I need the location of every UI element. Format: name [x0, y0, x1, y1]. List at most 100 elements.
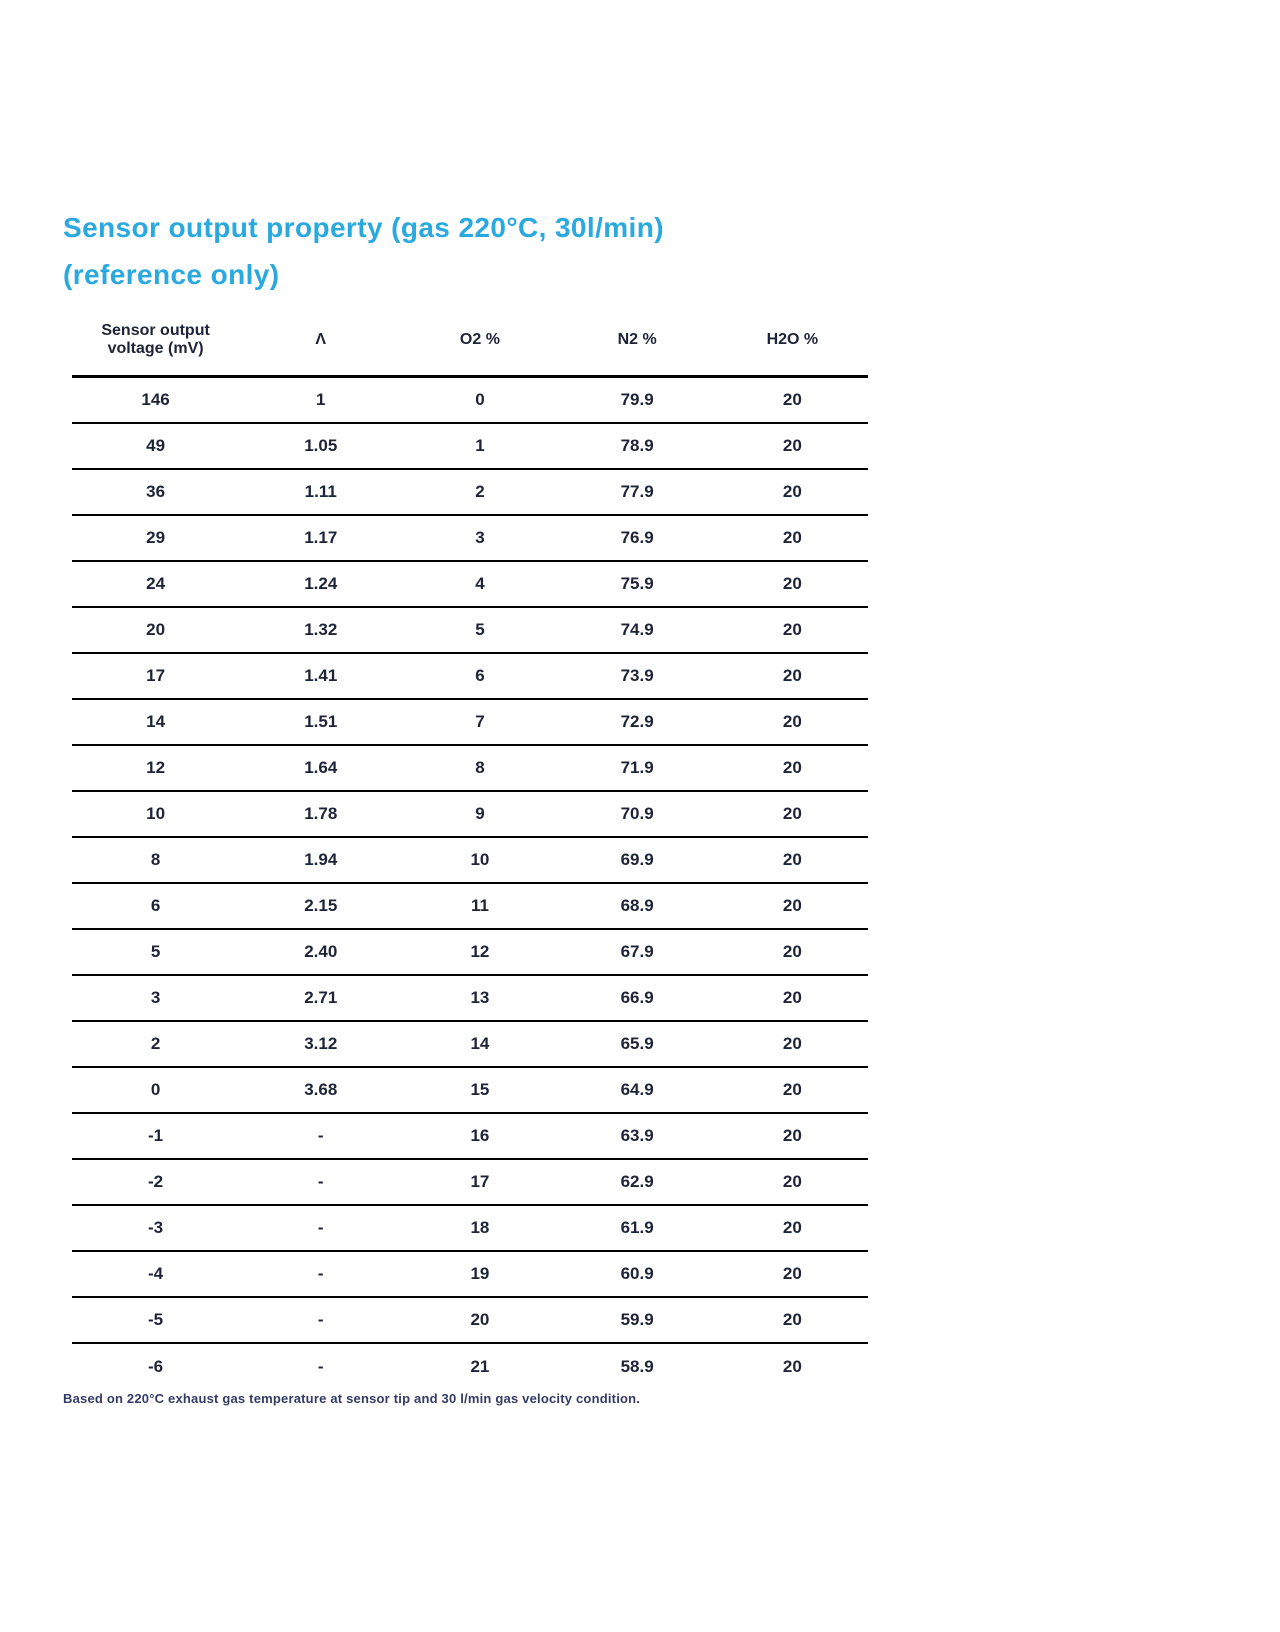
table-cell: 14 — [470, 1034, 490, 1053]
table-cell: 1.41 — [304, 666, 338, 685]
table-cell: -6 — [148, 1357, 164, 1376]
table-cell: 10 — [470, 850, 490, 869]
table-cell: 8 — [150, 850, 161, 869]
table-row: 10 1.78 9 70.9 20 — [72, 792, 868, 838]
table-row: 24 1.24 4 75.9 20 — [72, 562, 868, 608]
table-cell: 13 — [470, 988, 490, 1007]
table-cell: 9 — [475, 804, 485, 823]
table-cell: 0 — [150, 1080, 161, 1099]
table-cell: 1.17 — [304, 528, 338, 547]
table-cell: 18 — [470, 1218, 490, 1237]
table-cell: 73.9 — [620, 666, 654, 685]
table-cell: 14 — [146, 712, 166, 731]
table-cell: 2.15 — [304, 896, 338, 915]
table-cell: 21 — [470, 1357, 490, 1376]
table-cell: 20 — [782, 574, 802, 593]
table-row: 12 1.64 8 71.9 20 — [72, 746, 868, 792]
table-cell: 67.9 — [620, 942, 654, 961]
table-cell: 20 — [782, 1080, 802, 1099]
table-row: -6 - 21 58.9 20 — [72, 1344, 868, 1390]
table-row: 49 1.05 1 78.9 20 — [72, 424, 868, 470]
table-cell: 17 — [470, 1172, 490, 1191]
table-cell: 20 — [782, 1172, 802, 1191]
table-cell: 20 — [782, 712, 802, 731]
table-row: 29 1.17 3 76.9 20 — [72, 516, 868, 562]
table-cell: 65.9 — [620, 1034, 654, 1053]
table-header-row: Sensor output voltage (mV) Λ O2 % N2 % H2O % — [72, 305, 868, 375]
table-cell: 20 — [782, 988, 802, 1007]
table-cell: 11 — [470, 896, 489, 915]
table-cell: 75.9 — [620, 574, 654, 593]
table-cell: 3.68 — [304, 1080, 338, 1099]
table-cell: 4 — [475, 574, 485, 593]
table-cell: 1.11 — [304, 482, 337, 501]
header-cell: N2 % — [617, 331, 657, 348]
table-row: -2 - 17 62.9 20 — [72, 1160, 868, 1206]
table-footnote: Based on 220°C exhaust gas temperature a… — [63, 1391, 641, 1406]
table-cell: 64.9 — [620, 1080, 654, 1099]
table-row: -1 - 16 63.9 20 — [72, 1114, 868, 1160]
page-title: Sensor output property (gas 220°C, 30l/m… — [63, 211, 664, 292]
table-cell: 1 — [475, 436, 485, 455]
table-cell: 3.12 — [304, 1034, 338, 1053]
table-cell: 1 — [316, 390, 326, 409]
table-cell: 58.9 — [620, 1357, 654, 1376]
sensor-output-table: Sensor output voltage (mV) Λ O2 % N2 % H2O %… — [72, 305, 868, 1390]
table-cell: 49 — [146, 436, 166, 455]
table-cell: 76.9 — [620, 528, 654, 547]
table-cell: 62.9 — [620, 1172, 654, 1191]
table-cell: 1.94 — [304, 850, 338, 869]
table-cell: 70.9 — [620, 804, 654, 823]
table-cell: 12 — [146, 758, 166, 777]
table-cell: 5 — [150, 942, 161, 961]
header-cell: Λ — [315, 331, 327, 348]
table-cell: 20 — [782, 804, 802, 823]
table-cell: 146 — [141, 390, 170, 409]
table-cell: 78.9 — [620, 436, 654, 455]
table-cell: 60.9 — [620, 1264, 654, 1283]
table-cell: 20 — [782, 1264, 802, 1283]
table-cell: 2.40 — [304, 942, 338, 961]
table-cell: 1.05 — [304, 436, 338, 455]
table-cell: 8 — [475, 758, 485, 777]
table-cell: 20 — [782, 1034, 802, 1053]
table-cell: 20 — [782, 758, 802, 777]
table-cell: - — [317, 1126, 324, 1145]
table-cell: 72.9 — [620, 712, 654, 731]
table-cell: 69.9 — [620, 850, 654, 869]
table-cell: 24 — [146, 574, 166, 593]
table-cell: 20 — [782, 942, 802, 961]
header-cell: O2 % — [459, 331, 500, 348]
table-row: 6 2.15 11 68.9 20 — [72, 884, 868, 930]
table-cell: 36 — [146, 482, 166, 501]
table-cell: -4 — [148, 1264, 164, 1283]
table-cell: 3 — [150, 988, 161, 1007]
table-cell: 68.9 — [620, 896, 654, 915]
table-cell: 12 — [470, 942, 490, 961]
table-body: 146 1 0 79.9 20 49 1.05 1 78.9 20 36 1.11 2 77.9 20 29 1… — [72, 375, 868, 1390]
table-row: 20 1.32 5 74.9 20 — [72, 608, 868, 654]
table-row: 8 1.94 10 69.9 20 — [72, 838, 868, 884]
table-cell: 0 — [475, 390, 485, 409]
table-row: 3 2.71 13 66.9 20 — [72, 976, 868, 1022]
table-cell: - — [317, 1218, 324, 1237]
table-cell: 1.32 — [304, 620, 338, 639]
table-cell: - — [317, 1357, 324, 1376]
table-cell: 66.9 — [620, 988, 654, 1007]
table-cell: 15 — [470, 1080, 490, 1099]
table-cell: 20 — [782, 436, 802, 455]
table-row: 5 2.40 12 67.9 20 — [72, 930, 868, 976]
table-cell: - — [317, 1172, 324, 1191]
table-cell: 10 — [146, 804, 166, 823]
table-cell: 20 — [782, 666, 802, 685]
table-cell: -3 — [148, 1218, 164, 1237]
table-cell: 2.71 — [304, 988, 338, 1007]
table-cell: 77.9 — [620, 482, 654, 501]
table-cell: 1.51 — [304, 712, 338, 731]
table-cell: -2 — [148, 1172, 164, 1191]
table-row: -3 - 18 61.9 20 — [72, 1206, 868, 1252]
table-cell: 1.64 — [304, 758, 338, 777]
table-row: -4 - 19 60.9 20 — [72, 1252, 868, 1298]
header-cell: H2O % — [766, 331, 819, 348]
table-cell: 5 — [475, 620, 485, 639]
